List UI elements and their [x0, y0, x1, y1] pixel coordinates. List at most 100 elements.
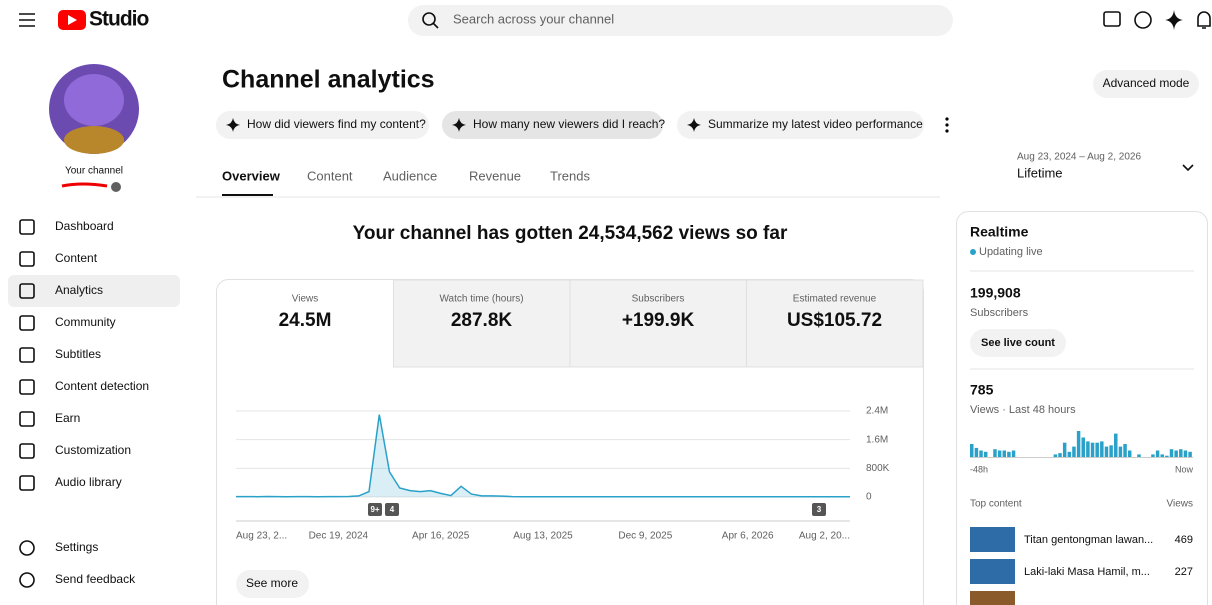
- menu-button[interactable]: [19, 13, 35, 27]
- views-area: [236, 414, 850, 497]
- nav-icon[interactable]: [19, 283, 35, 299]
- prompt-label: Summarize my latest video performance: [708, 117, 923, 131]
- help-icon[interactable]: [1134, 11, 1152, 29]
- nav-active-bg: [8, 275, 180, 307]
- realtime-bar: [1169, 449, 1174, 457]
- ai-icon[interactable]: [1165, 10, 1183, 30]
- nav-icon[interactable]: [19, 443, 35, 459]
- thumbnail[interactable]: [970, 559, 1015, 584]
- nav-icon[interactable]: [19, 219, 35, 235]
- realtime-bar: [970, 444, 974, 457]
- live-dot: [970, 249, 976, 255]
- nav-item[interactable]: Content detection: [55, 379, 149, 393]
- top-content-title[interactable]: Titan gentongman lawan...: [1024, 534, 1153, 546]
- metric-value: 287.8K: [451, 310, 513, 331]
- top-content-label: Top content: [970, 499, 1022, 510]
- notifications-icon[interactable]: [1197, 11, 1211, 29]
- nav-item[interactable]: Settings: [55, 540, 98, 554]
- realtime-bar: [974, 447, 979, 457]
- realtime-bar: [1076, 431, 1081, 457]
- realtime-bar: [1179, 449, 1183, 457]
- nav-icon[interactable]: [19, 572, 35, 588]
- top-content-title[interactable]: Laki-laki Masa Hamil, m...: [1024, 566, 1150, 578]
- x-tick-label: -48h: [970, 464, 988, 474]
- realtime-bar: [1137, 454, 1141, 457]
- nav-icon[interactable]: [19, 251, 35, 267]
- realtime-bar: [1002, 450, 1007, 457]
- sparkle-icon: [452, 118, 466, 132]
- nav-icon[interactable]: [19, 347, 35, 363]
- date-range: Aug 23, 2024 – Aug 2, 2026: [1017, 152, 1141, 163]
- realtime-bar: [1127, 450, 1132, 457]
- nav-item[interactable]: Audio library: [55, 475, 122, 489]
- avatar-face: [64, 74, 124, 126]
- realtime-bar: [1114, 433, 1118, 457]
- nav-icon[interactable]: [19, 315, 35, 331]
- tab[interactable]: Trends: [550, 168, 590, 183]
- period-dropdown[interactable]: [1182, 164, 1194, 172]
- realtime-bar: [1151, 454, 1155, 457]
- realtime-bar: [1067, 451, 1072, 457]
- realtime-bar: [1072, 446, 1076, 457]
- metric-label: Estimated revenue: [793, 294, 877, 305]
- prompt-chip[interactable]: [442, 111, 663, 139]
- logo-text[interactable]: Studio: [89, 8, 149, 31]
- nav-item[interactable]: Send feedback: [55, 572, 136, 586]
- prompt-chip[interactable]: [677, 111, 924, 139]
- live-count-label: See live count: [981, 337, 1055, 349]
- nav-icon[interactable]: [19, 540, 35, 556]
- nav-item[interactable]: Community: [55, 315, 116, 329]
- annotation-badge[interactable]: [368, 503, 382, 516]
- tab[interactable]: Content: [307, 168, 353, 183]
- avatar-body: [64, 126, 124, 154]
- annotation-badge[interactable]: [812, 503, 826, 516]
- tab-underline: [222, 194, 273, 196]
- realtime-bar: [979, 450, 983, 457]
- metric-tab-bg[interactable]: [393, 279, 571, 368]
- realtime-bar: [1174, 450, 1178, 457]
- realtime-bar: [1058, 453, 1062, 457]
- metric-value: US$105.72: [787, 310, 882, 331]
- realtime-bar: [993, 449, 997, 457]
- realtime-bar: [1007, 451, 1011, 457]
- tab[interactable]: Revenue: [469, 168, 521, 183]
- annotation-label: 9+: [370, 505, 379, 514]
- nav-item[interactable]: Analytics: [55, 283, 103, 297]
- metric-label: Subscribers: [632, 294, 685, 305]
- x-tick-label: Aug 13, 2025: [513, 531, 573, 542]
- top-content-views: 469: [1175, 534, 1193, 546]
- create-icon[interactable]: [1103, 11, 1121, 27]
- realtime-bar: [1090, 442, 1095, 457]
- top-content-views: 227: [1175, 566, 1193, 578]
- realtime-bar: [1160, 454, 1164, 457]
- search-box[interactable]: [408, 5, 953, 36]
- metric-tab-bg[interactable]: [746, 279, 924, 368]
- thumbnail: [970, 591, 1015, 605]
- nav-icon[interactable]: [19, 475, 35, 491]
- nav-item[interactable]: Dashboard: [55, 219, 114, 233]
- tab[interactable]: Overview: [222, 168, 281, 183]
- search-icon-handle: [432, 22, 439, 29]
- nav-item[interactable]: Subtitles: [55, 347, 101, 361]
- tab[interactable]: Audience: [383, 168, 437, 183]
- annotation-label: 4: [390, 505, 395, 514]
- metric-value: +199.9K: [622, 310, 695, 331]
- realtime-bar: [1155, 450, 1160, 457]
- realtime-bar: [983, 451, 988, 457]
- more-button[interactable]: [945, 117, 949, 133]
- see-more-button[interactable]: [236, 570, 309, 598]
- thumbnail[interactable]: [970, 527, 1015, 552]
- nav-item[interactable]: Customization: [55, 443, 131, 457]
- prompt-label: How did viewers find my content?: [247, 117, 426, 131]
- prompt-chip[interactable]: [216, 111, 429, 139]
- period-label[interactable]: Lifetime: [1017, 165, 1063, 180]
- logo-play: [68, 15, 77, 25]
- annotation-badge[interactable]: [385, 503, 399, 516]
- nav-item[interactable]: Earn: [55, 411, 80, 425]
- advanced-mode-button[interactable]: [1093, 70, 1199, 98]
- nav-icon[interactable]: [19, 411, 35, 427]
- nav-icon[interactable]: [19, 379, 35, 395]
- nav-item[interactable]: Content: [55, 251, 98, 265]
- live-count-button[interactable]: [970, 329, 1066, 357]
